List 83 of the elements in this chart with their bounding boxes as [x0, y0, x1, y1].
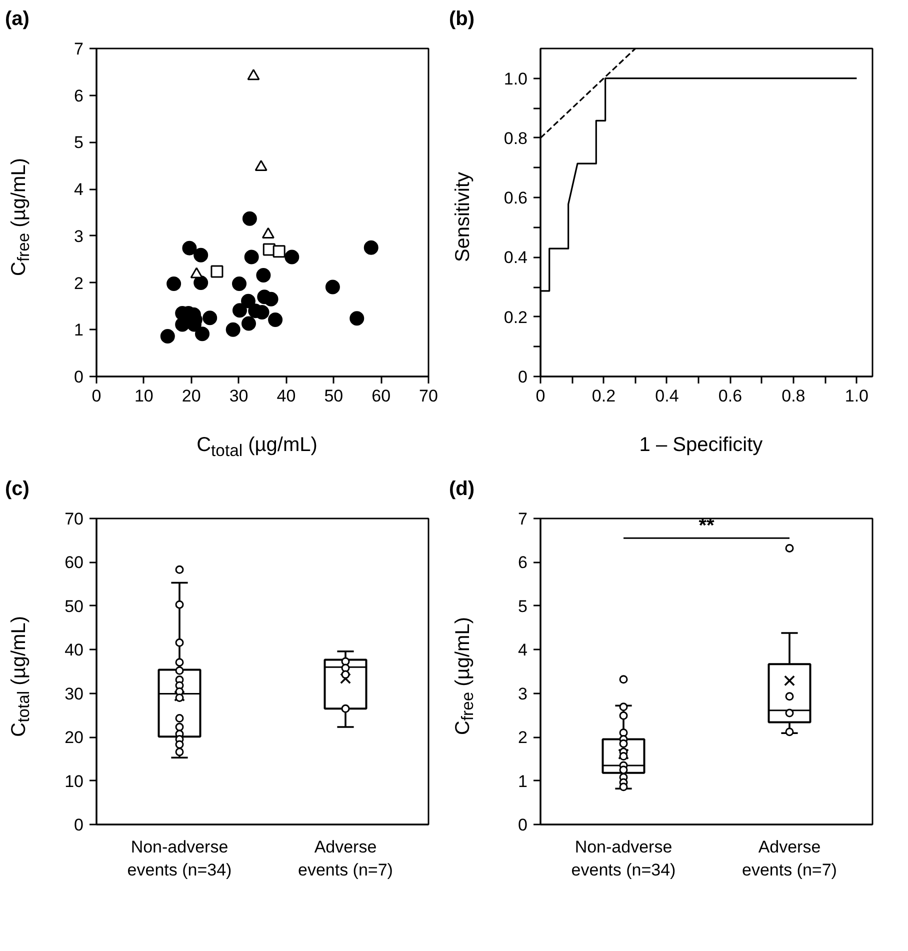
y-tick-label: 3 — [518, 684, 528, 704]
point — [194, 276, 208, 290]
x-tick-label: 0 — [536, 386, 546, 406]
y-tick-label: 0.2 — [504, 308, 528, 327]
y-tick-label: 6 — [74, 86, 84, 106]
point — [247, 69, 260, 80]
point — [160, 328, 175, 344]
point — [241, 316, 256, 331]
point — [325, 280, 340, 294]
y-tick-label: 20 — [64, 728, 84, 748]
point — [244, 250, 259, 264]
x-tick-label: 50 — [324, 386, 344, 406]
point — [254, 160, 268, 171]
point — [264, 292, 278, 306]
y-tick-label: 4 — [74, 180, 84, 200]
x-tick-label: Adverse events (n=7) — [742, 838, 837, 880]
chart-title: (d) — [449, 478, 475, 500]
point — [232, 276, 247, 291]
point — [175, 317, 190, 332]
y-tick-label: 0 — [518, 368, 528, 386]
point — [232, 303, 247, 318]
point — [210, 265, 224, 278]
y-tick-label: 60 — [64, 553, 84, 572]
x-tick-label: 70 — [419, 386, 438, 406]
y-tick-label: 4 — [518, 640, 528, 660]
y-tick-label: 10 — [64, 772, 84, 791]
y-tick-label: 6 — [518, 553, 528, 572]
point — [194, 248, 208, 262]
chart-title: (b) — [449, 8, 475, 30]
point — [268, 312, 283, 328]
point — [262, 227, 274, 238]
chart-title: (c) — [5, 478, 30, 500]
point — [195, 326, 210, 342]
y-tick-label: 30 — [64, 684, 84, 704]
y-tick-label: 0.6 — [504, 188, 528, 208]
point — [166, 276, 182, 291]
y-tick-label: 0.4 — [504, 248, 528, 268]
y-axis-title: Sensitivity — [451, 172, 475, 262]
y-tick-label: 1.0 — [504, 69, 528, 88]
point — [350, 311, 364, 326]
y-tick-label: 1 — [518, 772, 528, 791]
chart-title: (a) — [5, 8, 30, 30]
point — [182, 240, 197, 256]
y-tick-label: 1 — [74, 320, 84, 340]
x-axis-title: 1 – Specificity — [638, 433, 764, 458]
y-tick-label: 0 — [518, 816, 528, 834]
y-tick-label: 40 — [64, 640, 84, 660]
point — [284, 250, 300, 264]
y-tick-label: 0.8 — [504, 128, 528, 148]
point — [272, 245, 286, 258]
annotation: ** — [698, 515, 714, 538]
x-tick-label: Non-adverse events (n=34) — [571, 838, 676, 880]
x-tick-label: 10 — [134, 386, 154, 406]
x-tick-label: 0 — [92, 386, 102, 406]
x-tick-label: 30 — [229, 386, 248, 406]
y-tick-label: 3 — [74, 226, 84, 246]
y-tick-label: 7 — [74, 40, 84, 58]
y-tick-label: 7 — [518, 510, 528, 528]
y-tick-label: 70 — [64, 510, 84, 528]
x-tick-label: 60 — [372, 386, 391, 406]
x-axis-title: C$_{total}$ (µg/mL) — [196, 433, 318, 462]
x-tick-label: 40 — [276, 386, 296, 406]
point — [202, 310, 218, 326]
x-tick-label: 20 — [182, 386, 201, 406]
x-tick-label: 0.6 — [718, 386, 742, 406]
y-tick-label: 5 — [74, 133, 84, 152]
y-tick-label: 5 — [518, 596, 528, 616]
x-tick-label: 0.2 — [592, 386, 616, 406]
x-tick-label: Adverse events (n=7) — [298, 838, 393, 880]
point — [242, 211, 257, 226]
y-tick-label: 2 — [74, 274, 84, 293]
point — [226, 322, 240, 337]
x-tick-label: 0.4 — [655, 386, 679, 406]
x-tick-label: Non-adverse events (n=34) — [127, 838, 232, 880]
y-tick-label: 50 — [64, 596, 84, 616]
x-tick-label: 0.8 — [782, 386, 806, 406]
y-tick-label: 0 — [74, 816, 84, 834]
point — [256, 268, 271, 283]
y-tick-label: 2 — [518, 728, 528, 748]
point — [190, 267, 203, 278]
y-tick-label: 0 — [74, 368, 84, 386]
x-tick-label: 1.0 — [844, 386, 869, 406]
point — [364, 240, 378, 255]
